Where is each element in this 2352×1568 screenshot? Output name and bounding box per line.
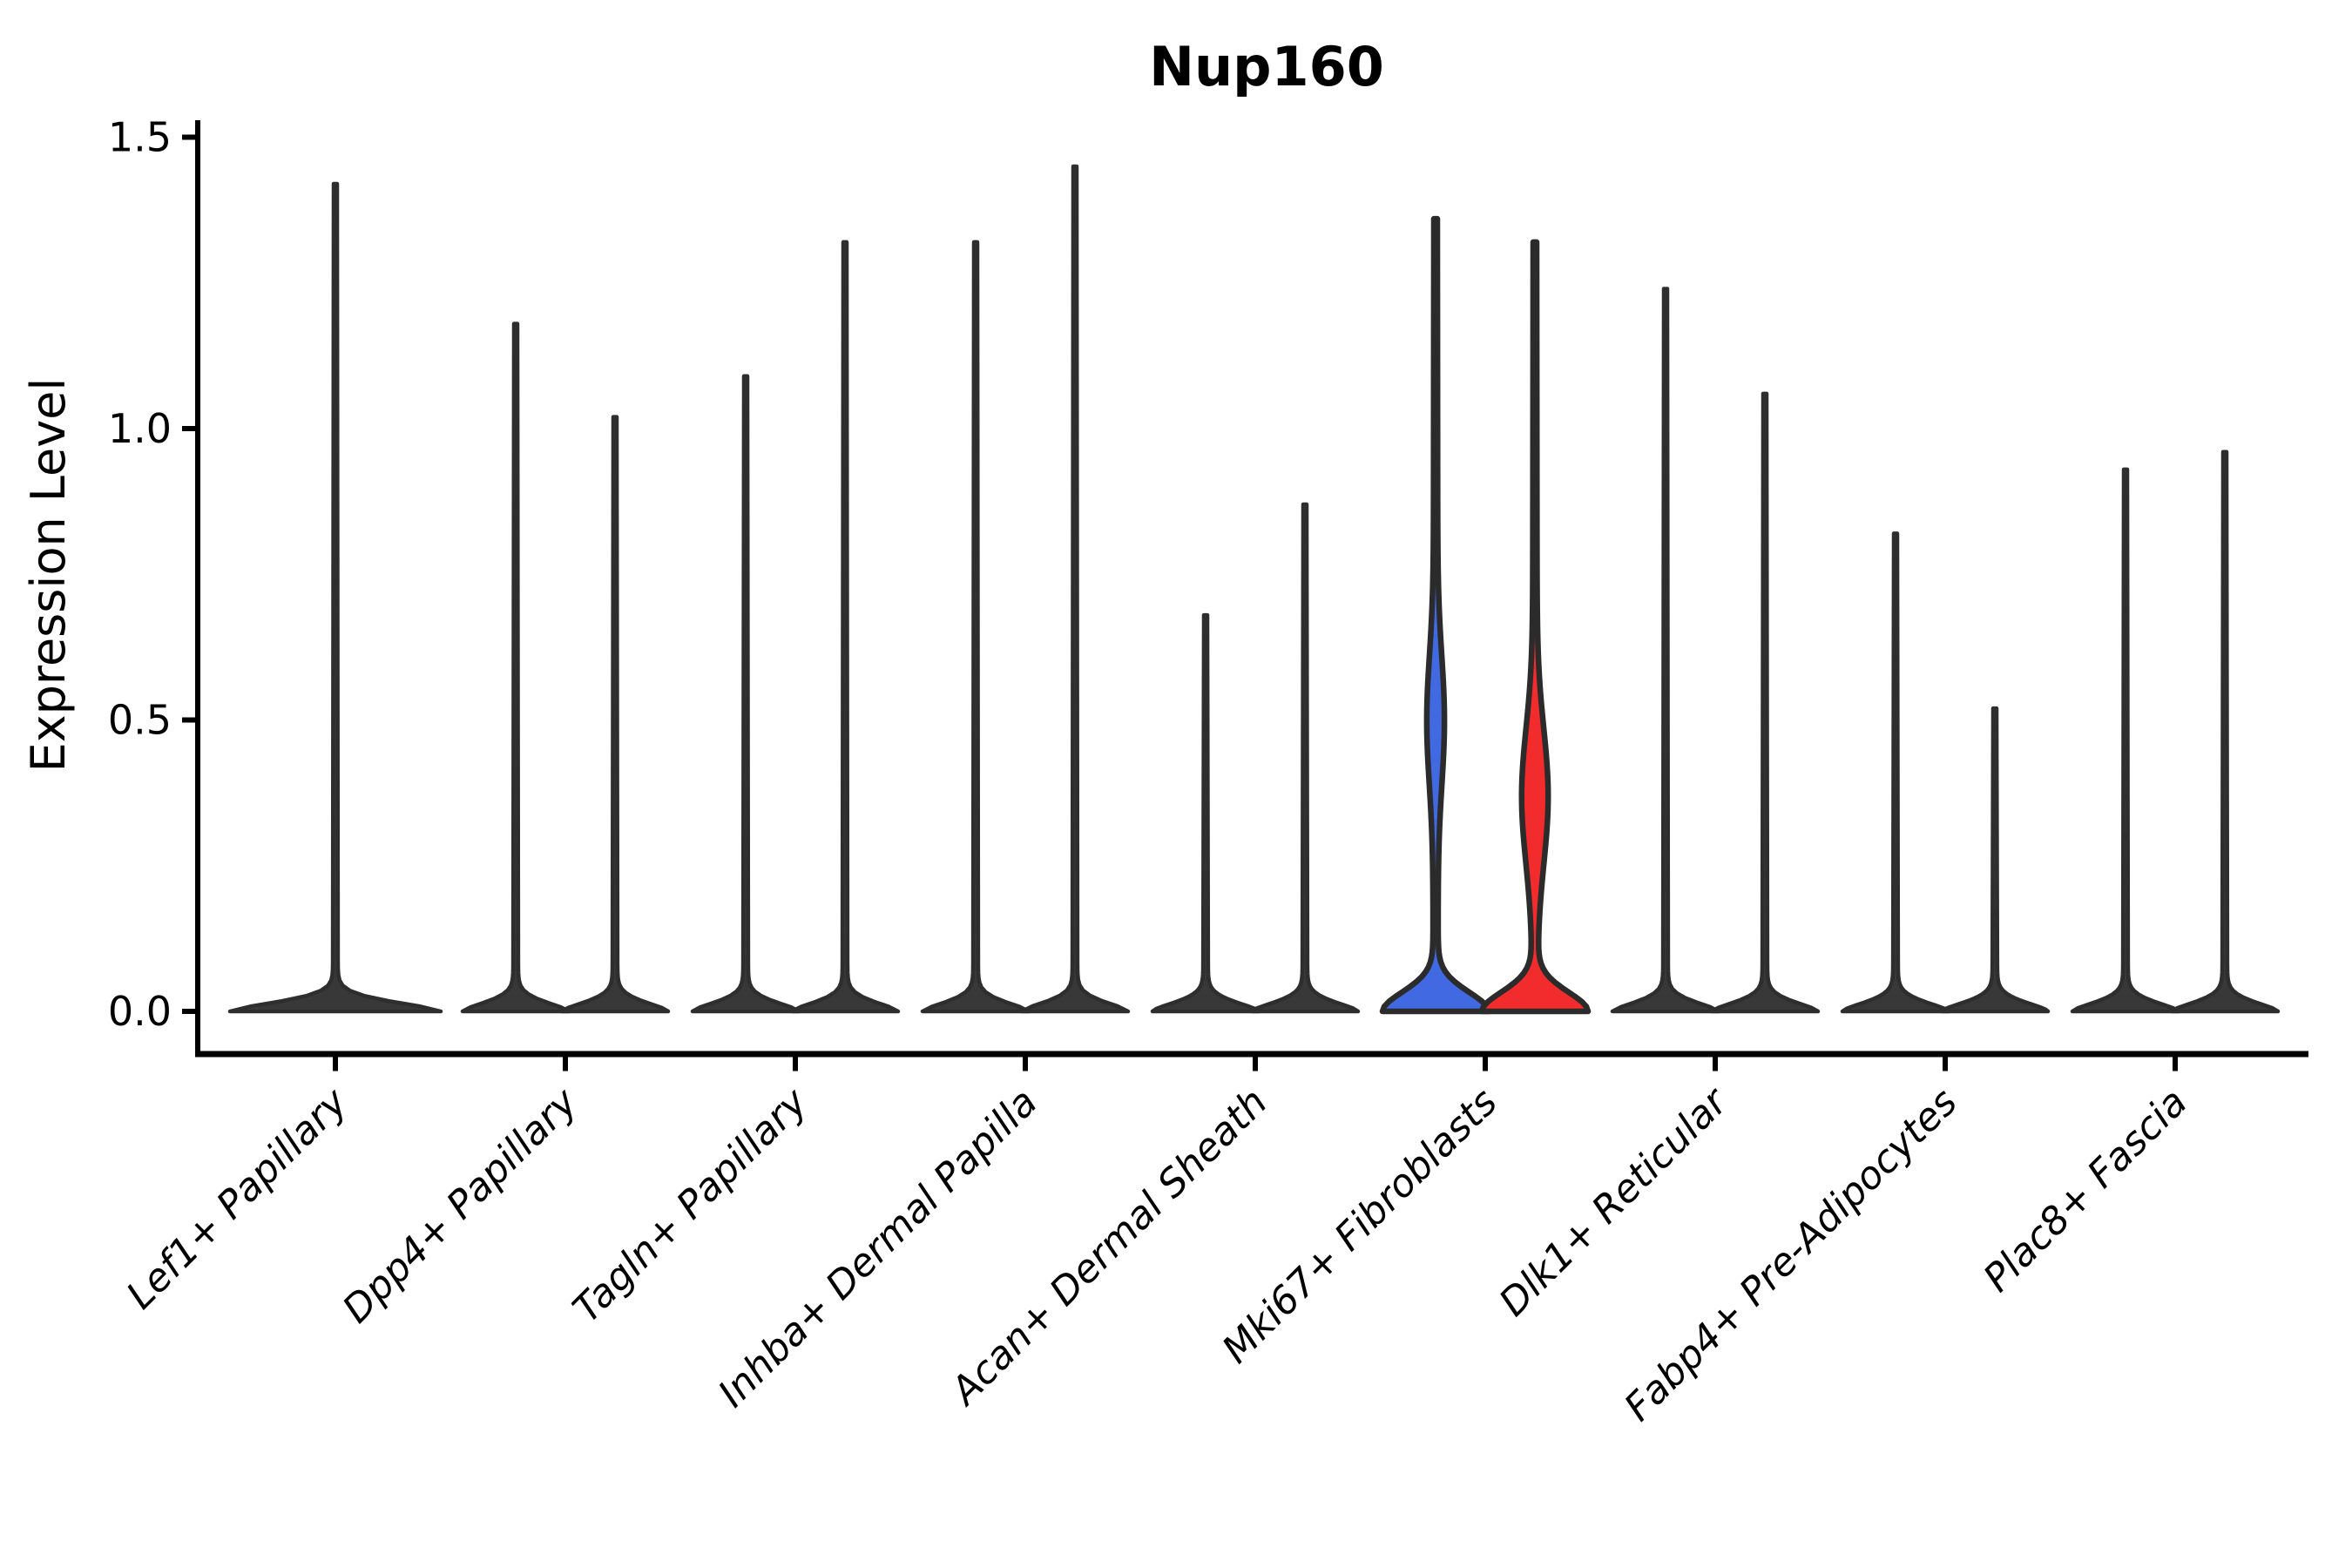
x-tick-label: Tagln+ Papillary	[564, 1079, 816, 1331]
violin	[1150, 612, 1261, 1014]
y-tick-labels: 0.0 0.5 1.0 1.5	[108, 114, 172, 1036]
x-tick	[2173, 1057, 2178, 1071]
y-tick-label: 1.5	[108, 114, 172, 161]
x-axis-spine	[195, 1051, 2308, 1058]
violin-point	[1991, 921, 1998, 927]
y-tick	[182, 1009, 195, 1014]
violin-point	[2122, 740, 2129, 747]
y-axis-label: Expression Level	[21, 378, 76, 773]
violin	[789, 240, 901, 1014]
violin	[559, 415, 671, 1014]
violin	[1939, 706, 2051, 1014]
x-tick	[1483, 1057, 1488, 1071]
x-tick	[1023, 1057, 1028, 1071]
x-tick	[793, 1057, 798, 1071]
violin	[1840, 531, 1951, 1014]
violin-point	[1991, 775, 1998, 781]
x-tick-label: Dlk1+ Reticular	[1490, 1078, 1737, 1325]
violin	[227, 181, 443, 1014]
violin-point	[2122, 793, 2129, 799]
x-tick	[563, 1057, 568, 1071]
violin	[1019, 164, 1131, 1014]
x-tick-label: Lef1+ Papillary	[118, 1079, 357, 1318]
violin-point	[2122, 769, 2129, 775]
violin	[2169, 449, 2281, 1014]
violin	[1610, 287, 1721, 1014]
violin-point	[2122, 705, 2129, 712]
violin	[1709, 391, 1821, 1014]
violin	[920, 240, 1031, 1014]
violin	[1379, 215, 1492, 1015]
y-tick-label: 0.5	[108, 697, 172, 744]
violin	[1478, 239, 1592, 1015]
y-tick-label: 1.0	[108, 405, 172, 452]
x-tick	[333, 1057, 338, 1071]
y-tick	[182, 426, 195, 431]
violin-point	[1991, 842, 1998, 848]
violin-point	[1991, 828, 1998, 834]
violin-point	[2122, 834, 2129, 840]
violin	[2070, 467, 2181, 1014]
y-axis-spine	[195, 120, 200, 1057]
violin-point	[1991, 882, 1998, 889]
x-tick-label: Dpp4+ Papillary	[335, 1079, 587, 1332]
violin	[690, 374, 801, 1014]
y-tick-label: 0.0	[108, 988, 172, 1035]
violin	[460, 321, 571, 1014]
chart-title: Nup160	[1149, 35, 1384, 98]
axes	[182, 120, 2308, 1071]
x-tick	[1253, 1057, 1258, 1071]
y-tick	[182, 717, 195, 723]
x-tick	[1713, 1057, 1718, 1071]
y-tick	[182, 134, 195, 140]
x-tick	[1943, 1057, 1948, 1071]
violin-series	[227, 164, 2281, 1015]
violin-point	[1991, 909, 1998, 916]
violin	[1249, 502, 1361, 1014]
x-tick-label: Plac8+ Fascia	[1975, 1080, 2195, 1301]
